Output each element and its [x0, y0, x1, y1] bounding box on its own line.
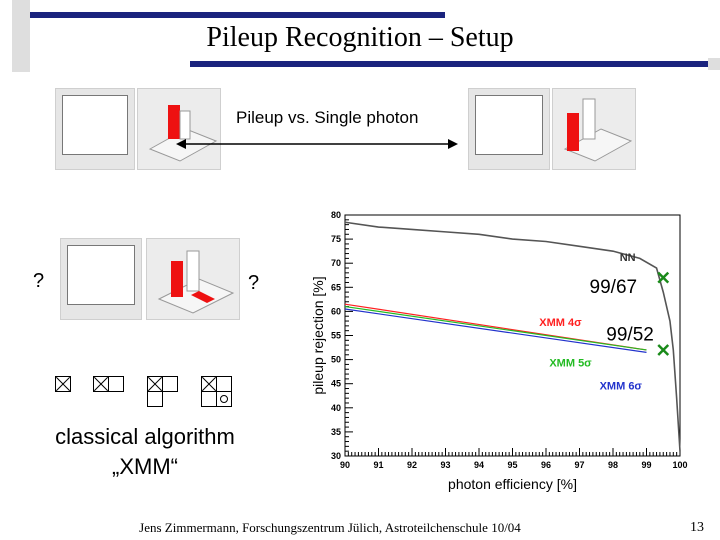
- annotation-xmm4: XMM 4σ: [539, 317, 582, 329]
- y-tick-label: 55: [331, 331, 341, 341]
- y-tick-label: 45: [331, 379, 341, 389]
- classical-line-2: „XMM“: [112, 454, 178, 479]
- annotation-xmm5: XMM 5σ: [549, 357, 592, 369]
- title-bottom-bar: [190, 61, 710, 67]
- y-tick-label: 30: [331, 451, 341, 461]
- title-top-bar: [30, 12, 445, 18]
- slide-title: Pileup Recognition – Setup: [206, 22, 514, 53]
- marker-x: [657, 344, 670, 356]
- plot-frame: [344, 214, 681, 457]
- x-tick-label: 96: [541, 460, 551, 470]
- x-axis-label: photon efficiency [%]: [448, 476, 577, 492]
- histogram-3d-right: [552, 88, 636, 170]
- roc-chart: 90 91 92 93 94 95 96 97 98 99 100 30 35 40 45 50 55 60 65 7…: [310, 210, 688, 492]
- x-tick-label: 90: [340, 460, 350, 470]
- x-tick-label: 91: [373, 460, 383, 470]
- y-tick-label: 40: [331, 403, 341, 413]
- histogram-3d-left: [137, 88, 221, 170]
- histogram-2d-middle: [60, 238, 142, 320]
- question-mark-left: ?: [33, 270, 45, 292]
- x-tick-label: 92: [407, 460, 417, 470]
- double-arrow: [176, 139, 458, 149]
- classical-algorithm-label: classical algorithm „XMM“: [30, 422, 260, 482]
- series-line-xmm: [344, 308, 647, 353]
- marker-x: [657, 271, 670, 284]
- annotation-99-67: 99/67: [590, 277, 638, 298]
- question-mark-right: ?: [248, 272, 260, 294]
- pileup-vs-single-label: Pileup vs. Single photon: [236, 108, 419, 127]
- footer-text: Jens Zimmermann, Forschungszentrum Jülic…: [139, 520, 521, 535]
- x-tick-label: 98: [608, 460, 618, 470]
- histogram-2d-right: [468, 88, 550, 170]
- x-tick-label: 100: [672, 460, 687, 470]
- x-tick-label: 93: [440, 460, 450, 470]
- y-axis-label: pileup rejection [%]: [310, 276, 326, 394]
- histogram-2d-left: [55, 88, 135, 170]
- annotation-99-52: 99/52: [606, 324, 654, 345]
- x-tick-label: 99: [641, 460, 651, 470]
- x-tick-label: 97: [574, 460, 584, 470]
- title-accent-square: [12, 0, 30, 72]
- histogram-3d-middle: [146, 238, 240, 320]
- y-tick-label: 75: [331, 234, 341, 244]
- annotation-nn: NN: [620, 252, 636, 264]
- series-line-xmm: [344, 305, 647, 351]
- y-tick-label: 80: [331, 210, 341, 220]
- y-tick-label: 35: [331, 427, 341, 437]
- y-tick-label: 60: [331, 306, 341, 316]
- page-number: 13: [690, 520, 704, 535]
- y-tick-label: 70: [331, 258, 341, 268]
- y-tick-label: 65: [331, 282, 341, 292]
- title-bottom-tick: [708, 58, 720, 70]
- series-line-nn: [344, 221, 681, 452]
- x-tick-label: 95: [507, 460, 517, 470]
- annotation-xmm6: XMM 6σ: [600, 380, 643, 392]
- classical-line-1: classical algorithm: [55, 424, 235, 449]
- y-tick-label: 50: [331, 355, 341, 365]
- x-tick-label: 94: [474, 460, 484, 470]
